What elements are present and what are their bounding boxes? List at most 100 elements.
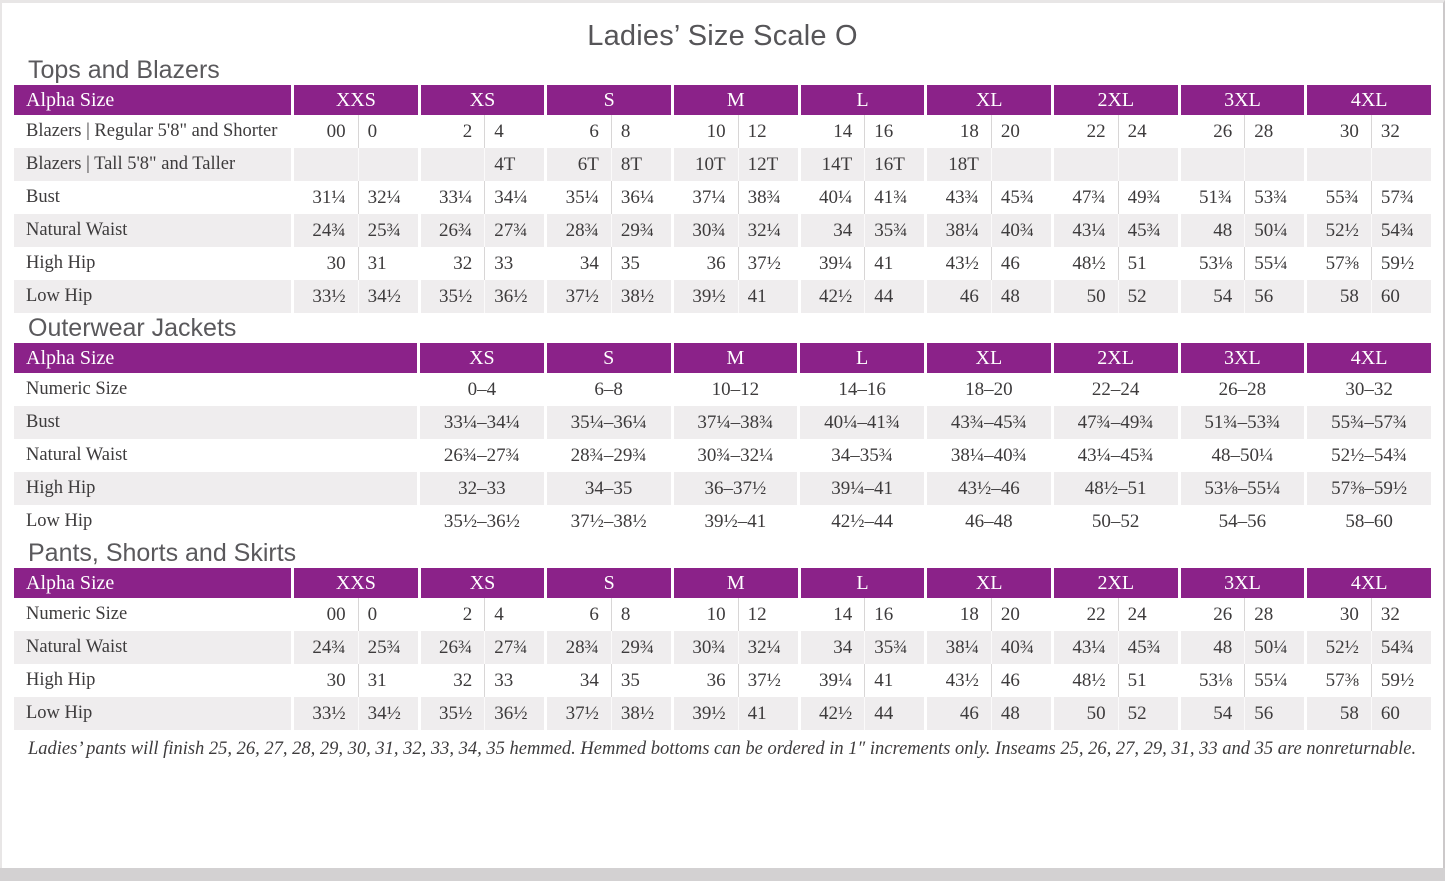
row-label: Natural Waist: [14, 214, 291, 247]
size-cell: 52½–54¾: [1307, 439, 1431, 472]
size-value: 58: [1307, 697, 1372, 730]
size-value: 4: [494, 121, 504, 142]
size-value: 34½: [367, 703, 401, 724]
size-value: 24¾: [294, 631, 359, 664]
size-value: 39¼: [801, 247, 866, 280]
size-value: 36½: [494, 286, 528, 307]
size-value: 51: [1127, 670, 1147, 691]
size-value: 38¼: [927, 214, 992, 247]
size-cell-pair: 48 50¼: [1180, 631, 1305, 664]
size-value: 8: [620, 121, 631, 142]
size-value: 26: [1181, 598, 1246, 631]
size-value: 32: [421, 664, 486, 697]
size-value: 40¾: [1000, 220, 1035, 241]
size-header: XL: [927, 568, 1051, 598]
size-header: L: [800, 85, 925, 115]
size-value: 2: [421, 598, 486, 631]
section-heading-tops-and-blazers: Tops and Blazers: [28, 56, 220, 84]
size-cell-pair: 36 37½: [673, 247, 798, 280]
size-value: 55¼: [1254, 670, 1288, 691]
size-cell-pair: 10 12: [673, 598, 798, 631]
size-value: 43¼: [1054, 631, 1119, 664]
size-value: 35¾: [874, 637, 908, 658]
row-label: Blazers | Regular 5'8" and Shorter: [14, 115, 291, 148]
size-value: 41: [747, 286, 767, 307]
size-value: 6: [547, 115, 612, 148]
size-header: XS: [420, 85, 545, 115]
size-cell-pair: 53⅛ 55¼: [1180, 247, 1305, 280]
size-cell-pair: 24¾ 25¾: [294, 214, 418, 247]
size-cell-pair: 43¼ 45¾: [1053, 214, 1178, 247]
size-cell-pair: 43½ 46: [927, 247, 1051, 280]
size-value: 55¼: [1254, 253, 1288, 274]
size-cell: 32–33: [420, 472, 544, 505]
size-cell: 43¼–45¾: [1053, 439, 1178, 472]
size-cell-pair: 52½ 54¾: [1307, 631, 1431, 664]
size-cell-pair: 30 31: [294, 664, 418, 697]
size-cell-pair: 39½ 41: [673, 280, 798, 313]
size-cell-pair: 42½ 44: [800, 280, 925, 313]
size-cell-pair: 14T 16T: [800, 148, 925, 181]
size-cell-pair: 54 56: [1180, 697, 1305, 730]
size-value: 58: [1307, 280, 1372, 313]
row-label: High Hip: [14, 472, 417, 505]
size-cell-pair: [1307, 148, 1431, 181]
size-value: 14T: [801, 148, 866, 181]
size-cell: 35½–36½: [420, 505, 544, 538]
size-cell: 46–48: [927, 505, 1051, 538]
size-value: 37½: [547, 280, 612, 313]
size-value: 33: [494, 670, 514, 691]
size-value: 35: [620, 253, 640, 274]
size-value: 43½: [927, 664, 992, 697]
size-value: 24: [1127, 604, 1147, 625]
size-value: 36: [674, 664, 739, 697]
size-value: 44: [874, 286, 894, 307]
size-header: 3XL: [1180, 343, 1305, 373]
size-value: 29¾: [620, 637, 655, 658]
size-value: 30: [1307, 115, 1372, 148]
size-value: 36¼: [620, 187, 655, 208]
size-value: 32¼: [367, 187, 401, 208]
size-cell-pair: 32 33: [420, 247, 545, 280]
size-value: 16: [874, 121, 894, 142]
size-header: L: [800, 343, 924, 373]
row-label: Low Hip: [14, 280, 291, 313]
size-value: 40¼: [801, 181, 866, 214]
size-cell-pair: 57⅜ 59½: [1307, 664, 1431, 697]
size-cell-pair: 39½ 41: [673, 697, 798, 730]
size-cell: 58–60: [1307, 505, 1431, 538]
table-header-label: Alpha Size: [14, 85, 291, 115]
size-value: 48: [1000, 703, 1020, 724]
size-cell: 48–50¼: [1180, 439, 1305, 472]
size-header: S: [547, 568, 671, 598]
size-cell-pair: 00 0: [294, 598, 418, 631]
size-cell-pair: 26¾ 27¾: [420, 214, 545, 247]
size-cell-pair: 10 12: [673, 115, 798, 148]
row-label: Numeric Size: [14, 373, 417, 406]
row-label: Natural Waist: [14, 631, 291, 664]
size-cell: 18–20: [927, 373, 1051, 406]
size-value: 31¼: [294, 181, 359, 214]
size-value: 25¾: [367, 220, 401, 241]
size-cell: 53⅛–55¼: [1180, 472, 1305, 505]
size-header: XL: [927, 85, 1051, 115]
size-value: 25¾: [367, 637, 401, 658]
size-cell: 37½–38½: [546, 505, 671, 538]
size-value: 37¼: [674, 181, 739, 214]
size-value: 29¾: [620, 220, 655, 241]
size-header: M: [673, 568, 798, 598]
size-value: 39¼: [801, 664, 866, 697]
size-cell: 36–37½: [673, 472, 798, 505]
row-label: Numeric Size: [14, 598, 291, 631]
size-cell-pair: 18 20: [927, 115, 1051, 148]
size-cell-pair: 35½ 36½: [420, 697, 545, 730]
size-value: 38¾: [747, 187, 781, 208]
size-header: 2XL: [1053, 568, 1178, 598]
size-value: 56: [1254, 286, 1274, 307]
size-value: 16T: [874, 154, 905, 175]
size-value: 38½: [620, 703, 655, 724]
size-cell: 57⅜–59½: [1307, 472, 1431, 505]
size-cell: 54–56: [1180, 505, 1305, 538]
size-cell-pair: 48½ 51: [1053, 664, 1178, 697]
